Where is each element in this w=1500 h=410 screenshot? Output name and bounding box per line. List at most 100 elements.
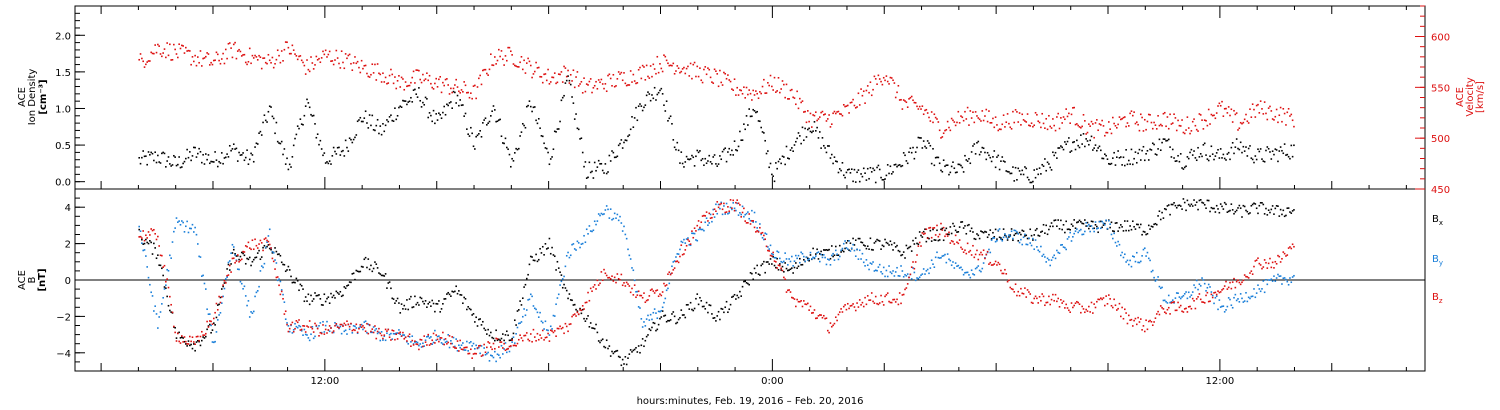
by-series-point — [980, 270, 982, 273]
bz-series-point — [490, 346, 492, 348]
velocity-series-point — [415, 69, 418, 71]
by-series-point — [1293, 274, 1295, 277]
bx-series-point — [358, 270, 360, 273]
bx-series-point — [633, 348, 636, 351]
bz-series-point — [795, 305, 797, 308]
velocity-series-point — [874, 78, 877, 80]
bz-series-point — [719, 203, 721, 206]
bz-series-point — [1106, 302, 1109, 305]
bx-series-point — [475, 316, 477, 319]
density-series-point — [841, 162, 844, 164]
bx-series-point — [158, 264, 160, 266]
velocity-series-point — [1235, 112, 1238, 114]
density-series-point — [428, 112, 431, 114]
bz-series-point — [621, 284, 624, 287]
density-series-point — [751, 115, 753, 118]
bz-series-point — [611, 275, 613, 278]
bz-series-point — [288, 327, 291, 330]
bz-series-point — [600, 271, 603, 273]
density-series-point — [576, 127, 579, 130]
bz-series-point — [1215, 293, 1218, 296]
bx-series-point — [271, 252, 274, 254]
bz-series-point — [568, 323, 571, 326]
density-series-point — [729, 153, 732, 156]
bz-series-point — [616, 273, 619, 275]
bx-series-point — [824, 249, 826, 251]
density-series-point — [640, 105, 643, 107]
by-series-point — [681, 241, 684, 244]
density-series-point — [569, 83, 572, 86]
bz-series-point — [199, 335, 202, 338]
bx-series-point — [378, 272, 380, 274]
density-series-point — [328, 160, 331, 162]
bz-series-point — [581, 305, 584, 307]
bz-series-point — [837, 313, 840, 316]
by-series-point — [757, 230, 760, 232]
velocity-series-point — [503, 64, 505, 66]
by-series-point — [596, 220, 599, 222]
by-series-point — [296, 326, 299, 329]
by-series-point — [869, 262, 872, 264]
velocity-series-point — [741, 92, 744, 95]
density-series-point — [696, 149, 699, 152]
bz-series-point — [978, 253, 981, 256]
bx-series-point — [982, 231, 985, 234]
density-series-point — [892, 171, 894, 173]
bz-series-point — [1064, 307, 1066, 309]
by-series-point — [1146, 251, 1149, 254]
density-series-point — [474, 148, 476, 150]
bz-series-point — [1163, 311, 1166, 314]
by-series-point — [1048, 259, 1050, 261]
density-series-point — [1253, 161, 1255, 164]
by-series-point — [616, 213, 619, 216]
density-series-point — [1213, 158, 1215, 161]
bz-series-point — [474, 352, 476, 355]
density-series-point — [1202, 144, 1205, 146]
density-series-point — [697, 151, 700, 154]
bx-series-point — [220, 288, 223, 290]
by-series-point — [741, 205, 744, 208]
by-series-point — [667, 287, 669, 290]
bx-series-point — [701, 305, 704, 308]
velocity-series-point — [190, 63, 192, 66]
by-series-point — [442, 343, 444, 345]
bx-series-point — [764, 271, 766, 274]
by-series-point — [478, 346, 480, 349]
bx-series-point — [906, 247, 909, 250]
velocity-series-point — [783, 83, 785, 86]
by-series-point — [434, 329, 436, 332]
bz-series-point — [242, 250, 244, 253]
velocity-series-point — [210, 61, 212, 64]
bz-series-point — [1077, 301, 1079, 304]
velocity-series-point — [1273, 119, 1275, 121]
by-series-point — [905, 274, 908, 277]
velocity-series-point — [258, 54, 260, 57]
bz-series-point — [505, 348, 508, 351]
velocity-series-point — [1089, 125, 1091, 127]
by-series-point — [651, 318, 653, 321]
bx-series-point — [727, 311, 729, 314]
by-series-point — [680, 240, 683, 243]
velocity-series-point — [1270, 110, 1273, 112]
bz-series-point — [627, 283, 629, 285]
bx-series-point — [519, 300, 521, 302]
by-series-point — [640, 318, 643, 320]
density-series-point — [398, 106, 400, 109]
by-series-point — [601, 213, 604, 216]
bx-series-point — [355, 269, 358, 272]
bz-series-point — [720, 202, 723, 205]
bz-series-point — [858, 299, 861, 301]
velocity-series-point — [1161, 124, 1163, 127]
bz-series-point — [194, 343, 196, 346]
velocity-series-point — [637, 68, 640, 71]
bz-series-point — [328, 325, 331, 327]
bx-series-point — [1229, 209, 1231, 212]
density-series-point — [322, 154, 324, 157]
velocity-series-point — [266, 62, 268, 65]
velocity-series-point — [147, 60, 150, 62]
bx-series-point — [953, 225, 956, 227]
density-series-point — [415, 93, 418, 95]
bz-series-point — [1032, 302, 1034, 305]
velocity-series-point — [640, 77, 643, 80]
bx-series-point — [961, 221, 964, 223]
